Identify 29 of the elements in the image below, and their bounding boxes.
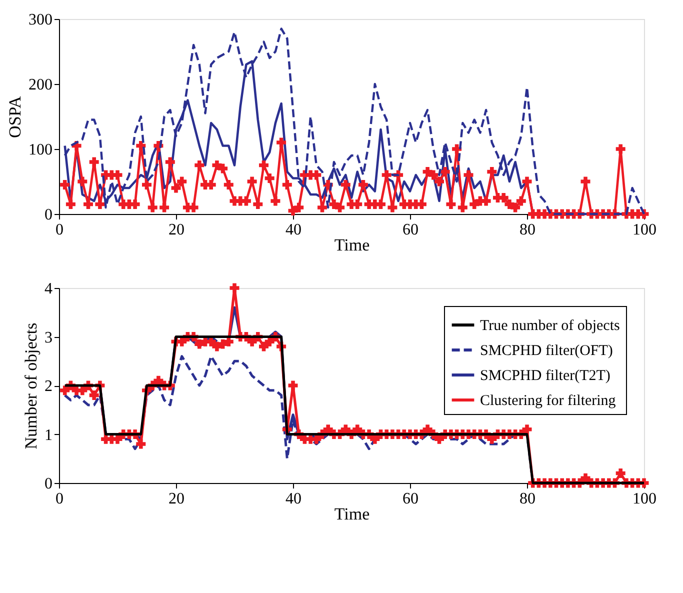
x-axis-title: Time	[334, 236, 370, 254]
legend-label: True number of objects	[480, 318, 620, 334]
x-tick-label: 40	[286, 222, 302, 238]
y-tick-label: 2	[44, 378, 52, 395]
y-tick-label: 100	[28, 142, 52, 158]
legend-label: SMCPHD filter(T2T)	[480, 368, 610, 384]
x-tick-label: 40	[286, 490, 302, 508]
y-tick-label: 200	[28, 76, 52, 94]
x-axis-title: Time	[334, 504, 370, 524]
x-tick-label: 80	[520, 490, 536, 508]
x-tick-label: 20	[168, 490, 184, 508]
y-tick-label: 4	[44, 280, 52, 298]
y-tick-label: 0	[44, 206, 52, 224]
x-tick-label: 20	[168, 222, 184, 238]
x-tick-label: 0	[56, 490, 64, 508]
y-tick-label: 300	[28, 12, 52, 28]
x-tick-label: 100	[632, 222, 656, 238]
x-tick-label: 0	[56, 222, 64, 238]
y-axis-title: Number of objects	[22, 322, 40, 450]
y-tick-label: 0	[44, 476, 52, 492]
y-tick-label: 1	[44, 426, 52, 444]
y-axis-title: OSPA	[6, 95, 24, 138]
x-tick-label: 60	[402, 490, 418, 508]
legend-label: Clustering for filtering	[480, 393, 616, 409]
x-tick-label: 80	[520, 222, 536, 238]
x-tick-label: 60	[402, 222, 418, 238]
x-tick-label: 100	[632, 490, 656, 508]
y-tick-label: 3	[44, 329, 52, 346]
legend-label: SMCPHD filter(OFT)	[480, 343, 613, 359]
